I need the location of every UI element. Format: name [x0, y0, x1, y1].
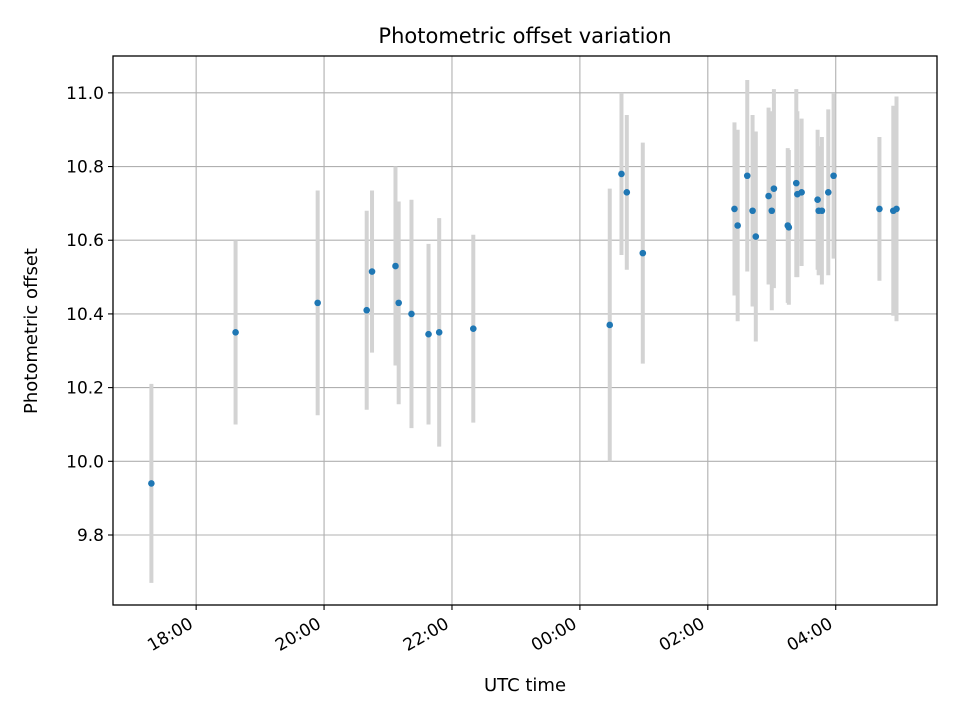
data-point: [749, 207, 756, 215]
data-point: [785, 224, 793, 231]
data-point: [425, 330, 432, 338]
y-tick-label: 9.8: [77, 526, 104, 546]
data-point: [639, 249, 647, 257]
data-point: [798, 189, 805, 196]
data-point: [435, 329, 443, 336]
data-points: [148, 170, 900, 487]
y-tick-label: 10.4: [66, 305, 104, 325]
data-point: [148, 480, 155, 487]
data-point: [792, 179, 800, 187]
data-point: [623, 189, 631, 196]
data-point: [731, 205, 738, 213]
x-axis-label: UTC time: [484, 675, 566, 696]
data-point: [470, 325, 477, 332]
plot-frame: [112, 55, 938, 606]
y-axis-label: Photometric offset: [21, 248, 42, 414]
chart-title: Photometric offset variation: [378, 24, 671, 48]
y-tick-label: 10.2: [66, 379, 104, 399]
data-point: [830, 172, 837, 180]
data-point: [395, 299, 402, 307]
data-point: [770, 185, 778, 192]
grid: [113, 56, 937, 605]
y-tick-label: 10.0: [66, 452, 104, 472]
data-point: [368, 268, 376, 275]
data-point: [408, 310, 415, 318]
data-point: [232, 329, 239, 336]
y-axis: 9.8 10.0 10.2 10.4 10.6 10.8 11.0: [66, 84, 113, 546]
y-tick-label: 10.6: [66, 231, 104, 251]
data-point: [314, 299, 321, 307]
data-point: [893, 205, 900, 213]
data-point: [876, 205, 883, 213]
data-point: [768, 207, 776, 215]
data-point: [752, 233, 760, 240]
y-tick-label: 11.0: [66, 84, 104, 104]
data-point: [606, 321, 614, 329]
data-point: [618, 170, 625, 178]
data-point: [814, 196, 821, 203]
data-point: [392, 262, 399, 270]
data-point: [363, 306, 371, 314]
data-point: [743, 172, 751, 180]
data-point: [818, 207, 826, 215]
data-point: [765, 192, 772, 200]
data-point: [734, 222, 741, 229]
data-point: [824, 189, 832, 196]
y-tick-label: 10.8: [66, 158, 104, 178]
